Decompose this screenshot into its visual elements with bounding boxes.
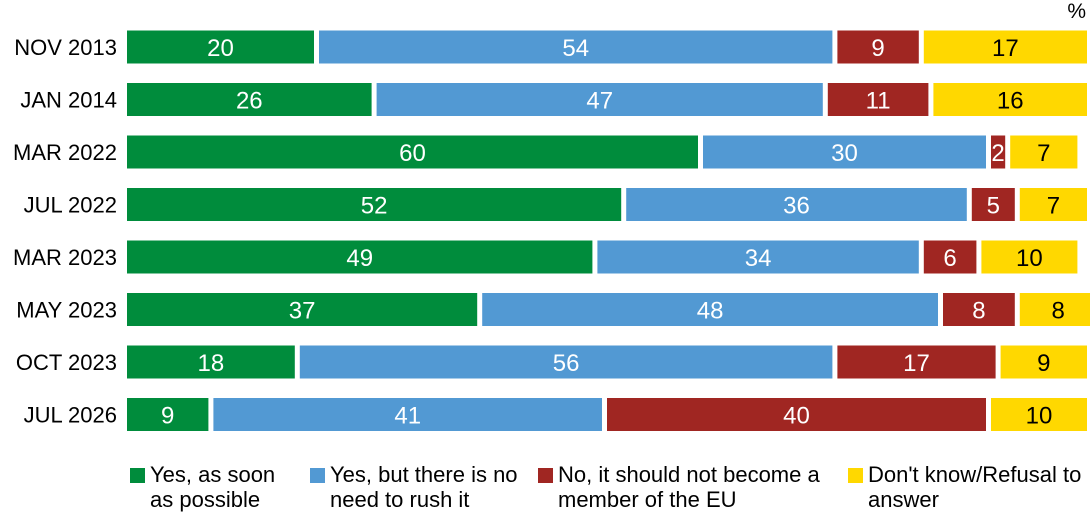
- data-label: 48: [697, 298, 724, 325]
- bar-segment: [482, 293, 938, 326]
- data-label: 11: [866, 88, 891, 115]
- bar-segment: [971, 188, 1015, 221]
- legend-item-yes-no-rush: Yes, but there is no need to rush it: [310, 462, 530, 512]
- data-label: 49: [346, 245, 373, 272]
- bar-segment: [1019, 293, 1090, 326]
- bar-segment: [1019, 188, 1087, 221]
- bar-segment: [626, 188, 967, 221]
- data-label: 16: [997, 88, 1024, 115]
- bar-segment: [991, 135, 1006, 169]
- data-label: 9: [871, 35, 884, 62]
- bar-segment: [127, 188, 622, 221]
- bar-segment: [1000, 345, 1087, 379]
- data-label: 47: [586, 88, 613, 115]
- legend: Yes, as soon as possible Yes, but there …: [130, 462, 1090, 517]
- bar-segment: [923, 30, 1087, 64]
- data-label: 18: [198, 350, 225, 377]
- data-label: 9: [1037, 350, 1050, 377]
- category-label: MAY 2023: [16, 298, 117, 323]
- legend-item-yes-asap: Yes, as soon as possible: [130, 462, 300, 512]
- bar-segment: [127, 83, 372, 116]
- legend-swatch-yes-asap: [130, 468, 145, 483]
- bar-segment: [127, 345, 295, 379]
- bar-segment: [837, 30, 919, 64]
- legend-label-yes-asap: Yes, as soon as possible: [150, 462, 276, 512]
- data-label: 10: [1026, 403, 1053, 430]
- data-label: 17: [903, 350, 930, 377]
- legend-swatch-dont-know: [848, 468, 863, 483]
- bar-segment: [319, 30, 833, 64]
- data-label: 7: [1037, 140, 1050, 167]
- bar-segment: [837, 345, 996, 379]
- data-label: 6: [943, 245, 956, 272]
- legend-swatch-no: [538, 468, 553, 483]
- bar-segment: [607, 398, 986, 431]
- legend-item-dont-know: Don't know/Refusal to answer: [848, 462, 1090, 512]
- bar-segment: [827, 83, 929, 116]
- category-label: OCT 2023: [16, 350, 117, 375]
- data-label: 40: [783, 403, 810, 430]
- category-label: NOV 2013: [14, 35, 117, 60]
- category-label: JUL 2022: [24, 193, 117, 218]
- category-label: JUL 2026: [24, 403, 117, 428]
- legend-label-no: No, it should not become a member of the…: [558, 462, 820, 512]
- legend-label-yes-no-rush: Yes, but there is no need to rush it: [330, 462, 518, 512]
- data-label: 37: [289, 298, 316, 325]
- bar-segment: [991, 398, 1087, 431]
- data-label: 17: [992, 35, 1019, 62]
- bar-segment: [127, 293, 478, 326]
- bar-segment: [213, 398, 602, 431]
- unit-label: %: [1067, 0, 1086, 23]
- bar-segment: [376, 83, 823, 116]
- bar-segment: [299, 345, 833, 379]
- data-label: 8: [972, 298, 985, 325]
- bar-segment: [1010, 135, 1078, 169]
- data-label: 20: [207, 35, 234, 62]
- data-label: 52: [361, 193, 388, 220]
- data-label: 8: [1052, 298, 1065, 325]
- data-label: 9: [161, 403, 174, 430]
- category-label: JAN 2014: [20, 88, 117, 113]
- data-label: 54: [562, 35, 589, 62]
- bar-segment: [981, 240, 1078, 274]
- bar-segment: [127, 135, 698, 169]
- data-label: 36: [783, 193, 810, 220]
- data-label: 26: [236, 88, 263, 115]
- bar-segment: [933, 83, 1087, 116]
- data-label: 5: [987, 193, 1000, 220]
- bar-segment: [923, 240, 977, 274]
- legend-item-no: No, it should not become a member of the…: [538, 462, 828, 512]
- category-label: MAR 2022: [13, 140, 117, 165]
- bar-segment: [703, 135, 986, 169]
- data-label: 56: [553, 350, 580, 377]
- bar-segment: [127, 398, 209, 431]
- data-label: 41: [394, 403, 421, 430]
- data-label: 2: [991, 140, 1004, 167]
- data-label: 34: [745, 245, 772, 272]
- data-label: 30: [831, 140, 858, 167]
- data-label: 7: [1047, 193, 1060, 220]
- bar-segment: [943, 293, 1015, 326]
- bar-segment: [597, 240, 919, 274]
- data-label: 60: [399, 140, 426, 167]
- bar-segment: [127, 240, 593, 274]
- legend-label-dont-know: Don't know/Refusal to answer: [868, 462, 1082, 512]
- bar-segment: [127, 30, 314, 64]
- data-label: 10: [1016, 245, 1043, 272]
- legend-swatch-yes-no-rush: [310, 468, 325, 483]
- category-label: MAR 2023: [13, 245, 117, 270]
